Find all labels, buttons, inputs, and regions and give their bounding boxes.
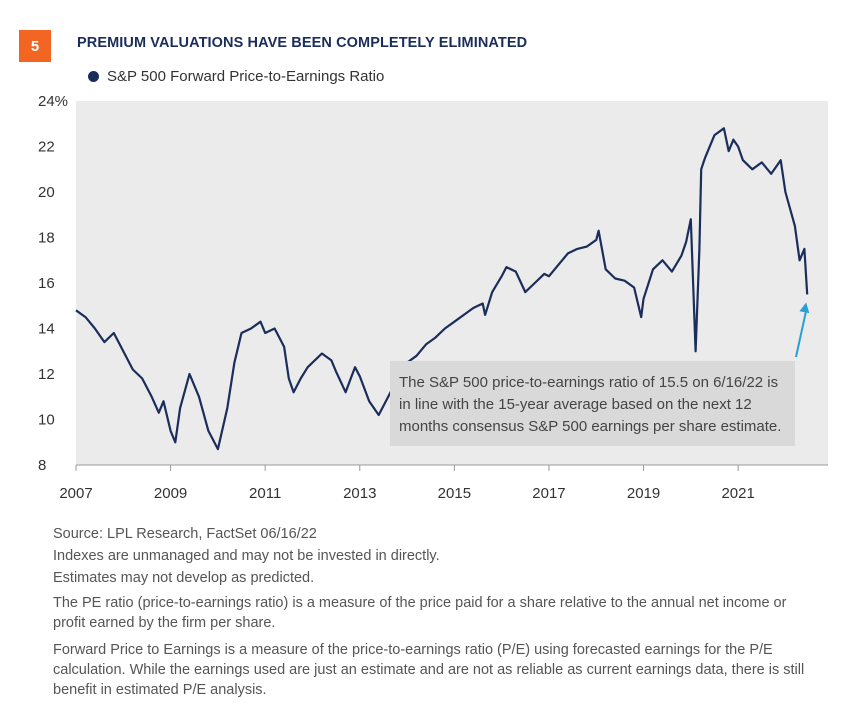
- y-tick-label: 16: [38, 275, 55, 292]
- y-axis: 24% 22 20 18 16 14 12 10 8: [38, 93, 68, 474]
- x-tick-label: 2017: [532, 485, 565, 500]
- y-tick-label: 24%: [38, 93, 68, 110]
- chart-number-badge: 5: [19, 30, 51, 62]
- y-tick-label: 18: [38, 230, 55, 247]
- y-tick-label: 22: [38, 139, 55, 156]
- y-tick-label: 10: [38, 412, 55, 429]
- annotation-arrow: [795, 310, 808, 358]
- legend-marker-icon: [88, 71, 99, 82]
- disclaimer-indexes: Indexes are unmanaged and may not be inv…: [53, 548, 440, 564]
- y-tick-label: 14: [38, 321, 55, 338]
- definition-pe-ratio: The PE ratio (price-to-earnings ratio) i…: [53, 595, 787, 631]
- x-tick-label: 2013: [343, 485, 376, 500]
- annotation-line: months consensus S&P 500 earnings per sh…: [399, 418, 781, 435]
- x-axis: 2007 2009 2011 2013 2015 2017 2019 2021: [59, 465, 755, 500]
- y-tick-label: 12: [38, 366, 55, 383]
- legend: S&P 500 Forward Price-to-Earnings Ratio: [88, 68, 384, 85]
- y-tick-label: 20: [38, 184, 55, 201]
- definition-forward-pe: Forward Price to Earnings is a measure o…: [53, 642, 805, 698]
- x-tick-label: 2019: [627, 485, 660, 500]
- disclaimer-estimates: Estimates may not develop as predicted.: [53, 570, 315, 586]
- arrowhead-icon: [799, 302, 810, 314]
- annotation-text: The S&P 500 price-to-earnings ratio of 1…: [399, 374, 781, 435]
- chart-title: PREMIUM VALUATIONS HAVE BEEN COMPLETELY …: [77, 35, 528, 51]
- x-tick-label: 2015: [438, 485, 471, 500]
- x-tick-label: 2011: [249, 485, 281, 500]
- y-tick-label: 8: [38, 457, 46, 474]
- annotation-line: The S&P 500 price-to-earnings ratio of 1…: [399, 374, 778, 391]
- x-tick-label: 2007: [59, 485, 92, 500]
- x-tick-label: 2021: [721, 485, 754, 500]
- legend-label: S&P 500 Forward Price-to-Earnings Ratio: [107, 68, 385, 85]
- x-tick-label: 2009: [154, 485, 187, 500]
- source-note: Source: LPL Research, FactSet 06/16/22: [53, 526, 317, 542]
- series-line-sp500-forward-pe: [75, 127, 809, 451]
- annotation-line: in line with the 15-year average based o…: [399, 396, 752, 413]
- annotation-box: [390, 361, 795, 446]
